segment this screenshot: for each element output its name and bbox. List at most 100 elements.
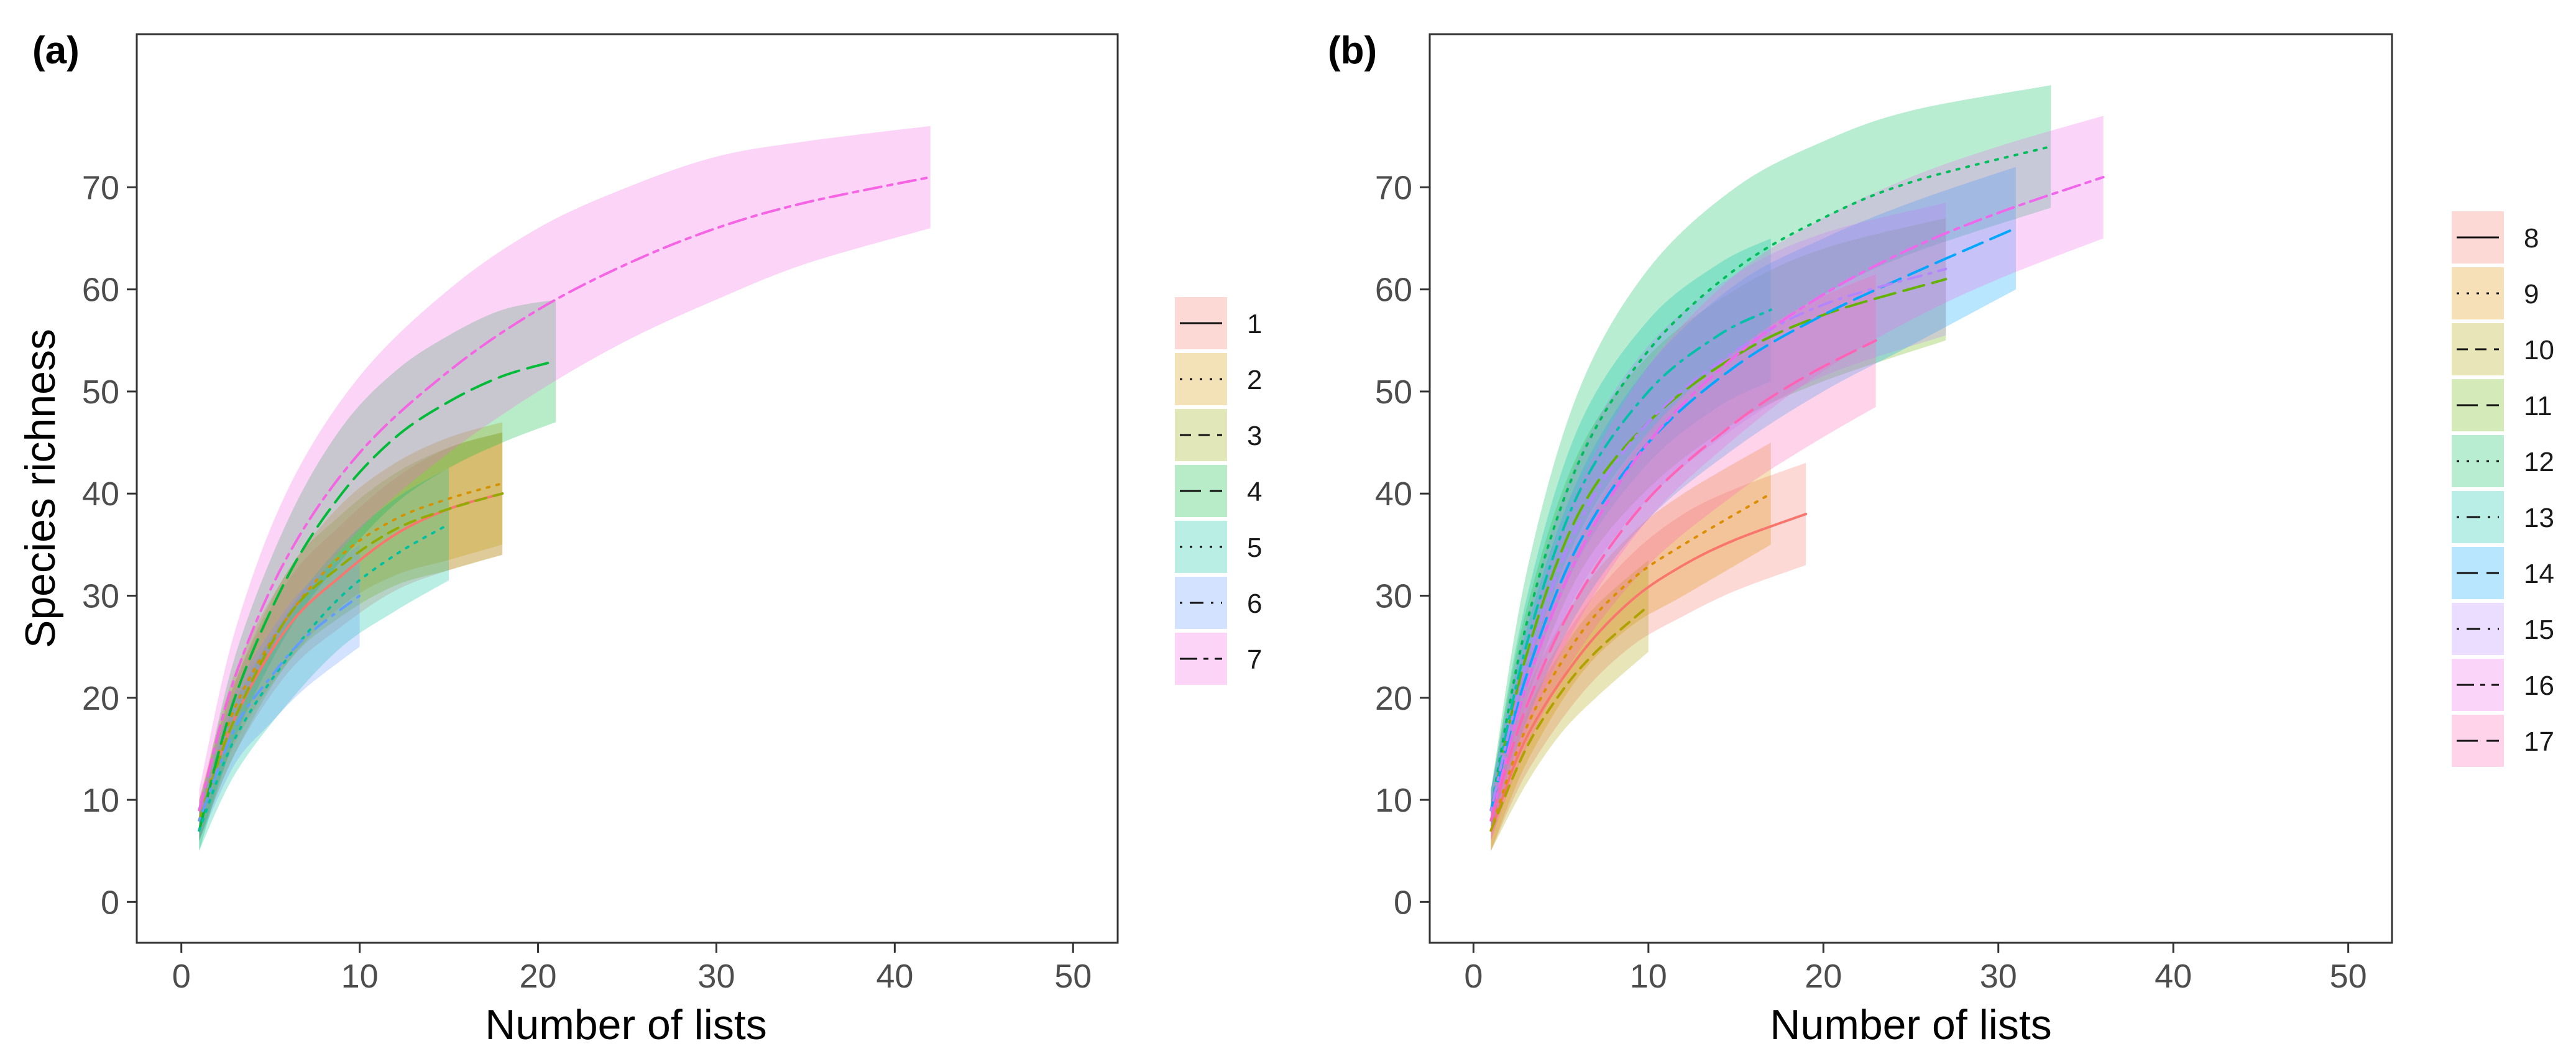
legend-item-6: 6	[1175, 577, 1262, 629]
line-series-5	[198, 523, 451, 832]
y-tick-label: 70	[1375, 169, 1412, 206]
legend-item-12: 12	[2452, 435, 2554, 487]
legend-label: 1	[1247, 309, 1262, 339]
y-tick-label: 0	[1394, 884, 1412, 921]
ci-band-series-10	[1491, 560, 1649, 851]
y-tick-label: 0	[101, 884, 119, 921]
line-series-9	[1489, 492, 1772, 832]
line-series-14	[1489, 227, 2017, 812]
ci-band-series-16	[1491, 116, 2104, 841]
x-tick-label: 10	[341, 958, 379, 995]
legend-label: 13	[2524, 503, 2554, 533]
y-tick-label: 50	[82, 374, 119, 411]
y-tick-label: 10	[1375, 782, 1412, 819]
ci-band-series-17	[1491, 274, 1876, 841]
legend-item-16: 16	[2452, 659, 2554, 711]
x-tick-label: 30	[697, 958, 735, 995]
legend: 1 2 3 4 5 6 7	[1175, 297, 1262, 685]
y-tick-label: 30	[82, 577, 119, 615]
line-series-16	[1489, 176, 2105, 822]
x-tick-label: 30	[1980, 958, 2017, 995]
x-tick-label: 40	[2155, 958, 2192, 995]
series-lines	[198, 176, 932, 832]
y-tick-label: 70	[82, 169, 119, 206]
panel-b: (b) 0 10 20 30 40 50 0 10 20 30 40 50 60 70 Number o…	[1328, 29, 2554, 1048]
line-series-8	[1489, 513, 1808, 832]
line-series-3	[198, 492, 504, 822]
ci-band-series-5	[199, 468, 449, 851]
legend-label: 15	[2524, 615, 2554, 645]
legend-item-9: 9	[2452, 267, 2539, 319]
legend-item-2: 2	[1175, 353, 1262, 405]
x-axis: 0 10 20 30 40 50	[1464, 943, 2367, 995]
x-tick-label: 0	[172, 958, 191, 995]
ci-band-series-1	[199, 432, 503, 841]
legend-label: 2	[1247, 365, 1262, 395]
x-tick-label: 40	[876, 958, 913, 995]
ci-band-series-11	[1491, 218, 1946, 831]
x-tick-label: 50	[1054, 958, 1092, 995]
legend-item-7: 7	[1175, 633, 1262, 685]
legend: 8 9 10 11 12 13 14 15 16 17	[2452, 211, 2554, 767]
y-tick-label: 40	[1375, 475, 1412, 513]
x-tick-label: 50	[2330, 958, 2367, 995]
legend-label: 6	[1247, 589, 1262, 619]
panel-label: (b)	[1328, 29, 1377, 72]
y-tick-label: 60	[82, 272, 119, 309]
y-axis: 0 10 20 30 40 50 60 70	[82, 169, 137, 921]
legend-label: 14	[2524, 559, 2554, 589]
y-tick-label: 40	[82, 475, 119, 513]
ci-band-series-6	[199, 544, 360, 841]
legend-label: 17	[2524, 727, 2554, 757]
x-axis: 0 10 20 30 40 50	[172, 943, 1092, 995]
legend-item-10: 10	[2452, 323, 2554, 375]
line-series-13	[1489, 308, 1772, 812]
line-series-10	[1489, 604, 1650, 832]
y-tick-label: 10	[82, 782, 119, 819]
line-series-15	[1489, 267, 1948, 812]
y-tick-label: 50	[1375, 374, 1412, 411]
line-series-17	[1489, 339, 1877, 822]
legend-item-11: 11	[2452, 379, 2552, 431]
ci-band-series-3	[199, 432, 503, 841]
line-series-4	[198, 359, 558, 832]
line-series-6	[198, 594, 361, 822]
legend-item-15: 15	[2452, 603, 2554, 655]
legend-label: 3	[1247, 421, 1262, 451]
panel-label: (a)	[32, 29, 80, 72]
legend-item-14: 14	[2452, 547, 2554, 599]
legend-item-5: 5	[1175, 521, 1262, 573]
legend-item-3: 3	[1175, 409, 1262, 461]
legend-item-8: 8	[2452, 211, 2539, 264]
legend-item-17: 17	[2452, 715, 2554, 767]
panel-a: (a) 0 10 20 30 40 50 0 10 20 30 40 50 60 70 Number o…	[17, 29, 1262, 1048]
ci-band-series-4	[199, 300, 556, 851]
plot-frame	[136, 33, 1119, 944]
legend-item-13: 13	[2452, 491, 2554, 543]
legend-label: 5	[1247, 533, 1262, 563]
series-lines	[1489, 145, 2105, 832]
x-tick-label: 20	[520, 958, 557, 995]
legend-label: 11	[2524, 391, 2552, 421]
ci-band-series-14	[1491, 167, 2016, 831]
legend-label: 10	[2524, 335, 2554, 365]
line-series-12	[1489, 145, 2053, 812]
ci-band-series-15	[1491, 203, 1946, 831]
y-tick-label: 60	[1375, 272, 1412, 309]
x-tick-label: 20	[1805, 958, 1842, 995]
ci-band-series-2	[199, 422, 503, 841]
ci-band-series-8	[1491, 462, 1806, 851]
legend-item-1: 1	[1175, 297, 1262, 349]
y-axis-title: Species richness	[17, 329, 64, 648]
y-tick-label: 20	[82, 680, 119, 717]
legend-label: 8	[2524, 223, 2539, 254]
legend-label: 12	[2524, 447, 2554, 477]
x-tick-label: 10	[1630, 958, 1667, 995]
legend-item-4: 4	[1175, 465, 1262, 517]
y-axis: 0 10 20 30 40 50 60 70	[1375, 169, 1430, 921]
y-tick-label: 20	[1375, 680, 1412, 717]
confidence-bands	[199, 126, 931, 851]
legend-label: 9	[2524, 279, 2539, 309]
x-tick-label: 0	[1464, 958, 1483, 995]
